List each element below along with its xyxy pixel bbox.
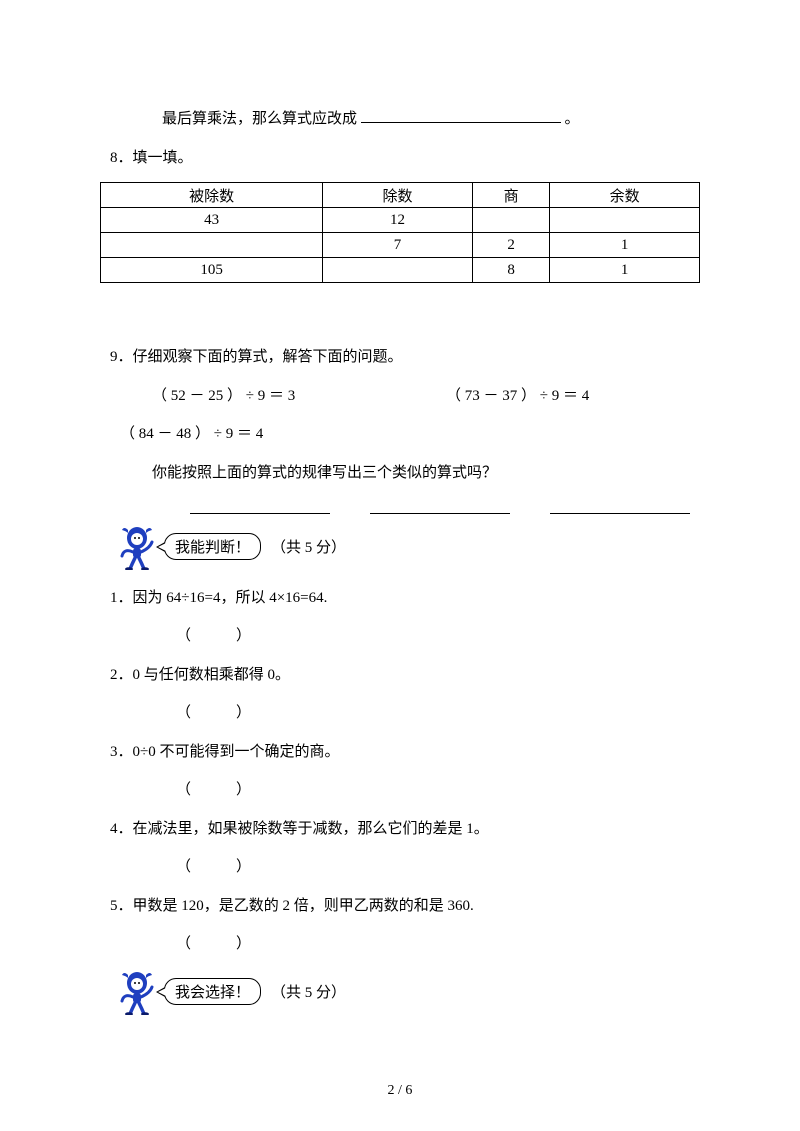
cell: 1 xyxy=(550,258,700,283)
division-table: 被除数 除数 商 余数 43 12 7 2 1 105 8 1 xyxy=(100,182,700,283)
judge-paren[interactable]: （ ） xyxy=(100,853,700,882)
cell: 2 xyxy=(472,233,549,258)
table-row: 43 12 xyxy=(101,208,700,233)
cell-blank[interactable] xyxy=(101,233,323,258)
th-divisor: 除数 xyxy=(323,183,473,208)
cell: 1 xyxy=(550,233,700,258)
fill-blank[interactable] xyxy=(190,497,330,514)
th-dividend: 被除数 xyxy=(101,183,323,208)
page-footer: 2 / 6 xyxy=(0,1083,800,1099)
bubble-text: 我能判断！ xyxy=(175,540,250,556)
section-bubble: 我能判断！ xyxy=(164,533,261,560)
text: 最后算乘法，那么算式应改成 xyxy=(162,111,357,127)
section-judge-header: 我能判断！ （共 5 分） xyxy=(116,524,700,570)
judge-item: 5．甲数是 120，是乙数的 2 倍，则甲乙两数的和是 360. xyxy=(100,892,700,921)
cell: 8 xyxy=(472,258,549,283)
cell-blank[interactable] xyxy=(323,258,473,283)
judge-paren[interactable]: （ ） xyxy=(100,622,700,651)
fill-blank[interactable] xyxy=(550,497,690,514)
table-header-row: 被除数 除数 商 余数 xyxy=(101,183,700,208)
equation: （ 73 － 37 ） ÷ 9 ＝ 4 xyxy=(406,382,700,411)
cell-blank[interactable] xyxy=(550,208,700,233)
section-points: （共 5 分） xyxy=(271,536,346,557)
judge-paren[interactable]: （ ） xyxy=(100,776,700,805)
sentence-continuation: 最后算乘法，那么算式应改成 。 xyxy=(100,105,700,134)
th-remainder: 余数 xyxy=(550,183,700,208)
cell: 7 xyxy=(323,233,473,258)
q9-ask: 你能按照上面的算式的规律写出三个类似的算式吗？ xyxy=(100,459,700,488)
cell: 12 xyxy=(323,208,473,233)
section-bubble: 我会选择！ xyxy=(164,978,261,1005)
text: 8．填一填。 xyxy=(110,150,193,166)
cell: 105 xyxy=(101,258,323,283)
q8-label: 8．填一填。 xyxy=(100,144,700,173)
q9-answer-blanks xyxy=(100,497,700,514)
bubble-text: 我会选择！ xyxy=(175,985,250,1001)
equation: （ 84 － 48 ） ÷ 9 ＝ 4 xyxy=(100,420,700,449)
mascot-icon xyxy=(116,524,158,570)
bubble-tail-icon xyxy=(156,542,165,552)
judge-paren[interactable]: （ ） xyxy=(100,930,700,959)
section-points: （共 5 分） xyxy=(271,981,346,1002)
fill-blank[interactable] xyxy=(370,497,510,514)
q9-label: 9．仔细观察下面的算式，解答下面的问题。 xyxy=(100,343,700,372)
q9-eq-row: （ 52 － 25 ） ÷ 9 ＝ 3 （ 73 － 37 ） ÷ 9 ＝ 4 xyxy=(100,382,700,411)
table-row: 105 8 1 xyxy=(101,258,700,283)
th-quotient: 商 xyxy=(472,183,549,208)
judge-item: 3．0÷0 不可能得到一个确定的商。 xyxy=(100,738,700,767)
cell-blank[interactable] xyxy=(472,208,549,233)
text: 9．仔细观察下面的算式，解答下面的问题。 xyxy=(110,349,403,365)
judge-paren[interactable]: （ ） xyxy=(100,699,700,728)
judge-item: 4．在减法里，如果被除数等于减数，那么它们的差是 1。 xyxy=(100,815,700,844)
period: 。 xyxy=(565,111,580,127)
judge-item: 1．因为 64÷16=4，所以 4×16=64. xyxy=(100,584,700,613)
fill-blank[interactable] xyxy=(361,107,561,124)
mascot-icon xyxy=(116,969,158,1015)
table-row: 7 2 1 xyxy=(101,233,700,258)
bubble-tail-icon xyxy=(156,987,165,997)
section-choice-header: 我会选择！ （共 5 分） xyxy=(116,969,700,1015)
equation: （ 52 － 25 ） ÷ 9 ＝ 3 xyxy=(100,382,406,411)
judge-item: 2．0 与任何数相乘都得 0。 xyxy=(100,661,700,690)
cell: 43 xyxy=(101,208,323,233)
